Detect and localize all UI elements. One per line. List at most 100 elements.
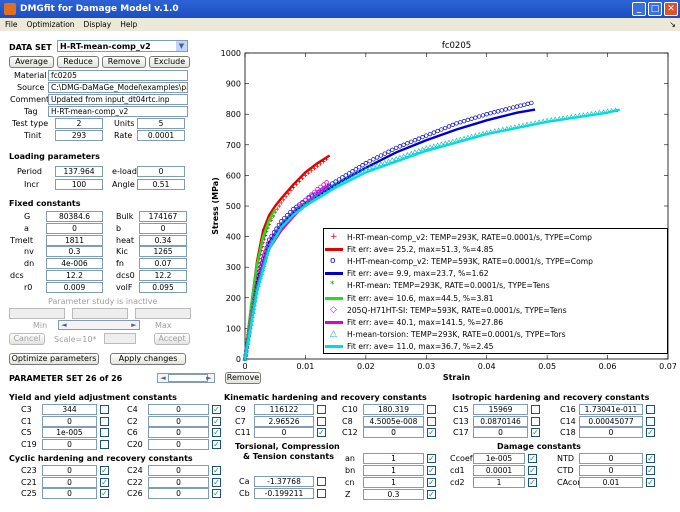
const-field[interactable]: 0 <box>148 488 209 499</box>
const-field[interactable]: 0 <box>148 427 209 438</box>
const-field[interactable]: 1 <box>473 477 525 488</box>
const-field[interactable]: 0 <box>42 465 97 476</box>
study-cancel-button[interactable]: Cancel <box>9 333 45 345</box>
const-field[interactable]: 0 <box>579 427 643 438</box>
const-checkbox[interactable]: ✓ <box>212 466 221 475</box>
rate-field[interactable]: 0.0001 <box>137 130 185 141</box>
tinit-field[interactable]: 293 <box>55 130 103 141</box>
fixed-field[interactable]: 1265 <box>139 246 187 257</box>
const-checkbox[interactable]: ✓ <box>100 466 109 475</box>
fixed-field[interactable]: 0.07 <box>139 258 187 269</box>
fixed-field[interactable]: 0.009 <box>46 282 103 293</box>
const-checkbox[interactable]: ✓ <box>100 478 109 487</box>
const-field[interactable]: 0.00045077 <box>579 416 643 427</box>
const-checkbox[interactable]: ✓ <box>427 478 436 487</box>
const-checkbox[interactable] <box>531 417 540 426</box>
const-field[interactable]: 1e-005 <box>42 427 97 438</box>
const-checkbox[interactable] <box>646 417 655 426</box>
fixed-field[interactable]: 80384.6 <box>46 211 103 222</box>
const-field[interactable]: 2.96526 <box>254 416 314 427</box>
fixed-field[interactable]: 0.34 <box>139 235 187 246</box>
const-field[interactable]: 0.0870146 <box>473 416 528 427</box>
const-field[interactable]: 1 <box>363 465 424 476</box>
period-field[interactable]: 137.964 <box>55 166 103 177</box>
paramset-slider[interactable]: ◄ ► <box>157 373 215 383</box>
const-checkbox[interactable]: ✓ <box>646 478 655 487</box>
remove-dataset-button[interactable]: Remove <box>102 56 146 68</box>
const-checkbox[interactable]: ✓ <box>427 454 436 463</box>
arrow-right-icon[interactable]: ► <box>131 321 137 329</box>
const-checkbox[interactable] <box>100 405 109 414</box>
const-field[interactable]: 0 <box>42 439 97 450</box>
paramset-slider-thumb[interactable] <box>168 374 208 382</box>
optimize-button[interactable]: Optimize parameters <box>9 353 99 365</box>
const-field[interactable]: 0.01 <box>579 477 643 488</box>
dataset-select[interactable]: H-RT-mean-comp_v2 ▼ <box>57 40 188 52</box>
minimize-icon[interactable]: _ <box>632 2 646 16</box>
const-field[interactable]: -1.37768 <box>254 476 314 487</box>
const-checkbox[interactable]: ✓ <box>212 428 221 437</box>
const-checkbox[interactable]: ✓ <box>317 428 326 437</box>
maximize-icon[interactable]: □ <box>648 2 662 16</box>
comment-field[interactable]: Updated from input_dt04rtc.inp <box>48 94 188 105</box>
const-field[interactable]: 0 <box>42 416 97 427</box>
const-field[interactable]: 1 <box>363 453 424 464</box>
const-checkbox[interactable] <box>317 489 326 498</box>
const-field[interactable]: 0 <box>148 465 209 476</box>
menu-help[interactable]: Help <box>120 20 138 29</box>
dock-arrow-icon[interactable]: ↘ <box>669 20 676 29</box>
const-field[interactable]: 1e-005 <box>473 453 525 464</box>
menu-optimization[interactable]: Optimization <box>26 20 75 29</box>
const-field[interactable]: 0 <box>42 488 97 499</box>
const-field[interactable]: 116122 <box>254 404 314 415</box>
const-field[interactable]: 0 <box>363 427 424 438</box>
const-field[interactable]: 0 <box>579 465 643 476</box>
const-checkbox[interactable]: ✓ <box>528 466 537 475</box>
const-checkbox[interactable]: ✓ <box>212 478 221 487</box>
const-checkbox[interactable] <box>427 417 436 426</box>
remove-paramset-button[interactable]: Remove <box>225 372 261 384</box>
fixed-field[interactable]: 0.095 <box>139 282 187 293</box>
const-field[interactable]: 1.73041e-011 <box>579 404 643 415</box>
exclude-button[interactable]: Exclude <box>149 56 190 68</box>
arrow-left-icon[interactable]: ◄ <box>160 374 166 382</box>
const-checkbox[interactable]: ✓ <box>100 489 109 498</box>
const-field[interactable]: 344 <box>42 404 97 415</box>
const-checkbox[interactable] <box>646 405 655 414</box>
const-field[interactable]: 180.319 <box>363 404 424 415</box>
eload-field[interactable]: 0 <box>137 166 185 177</box>
const-field[interactable]: 0 <box>148 416 209 427</box>
units-field[interactable]: 5 <box>137 118 185 129</box>
const-checkbox[interactable]: ✓ <box>528 478 537 487</box>
const-checkbox[interactable] <box>100 428 109 437</box>
reduce-button[interactable]: Reduce <box>57 56 99 68</box>
const-field[interactable]: 0 <box>148 477 209 488</box>
source-field[interactable]: C:\DMG-DaMaGe_Model\examples\pa <box>48 82 188 93</box>
fixed-field[interactable]: 12.2 <box>139 270 187 281</box>
const-checkbox[interactable]: ✓ <box>212 417 221 426</box>
const-field[interactable]: 0 <box>148 439 209 450</box>
fixed-field[interactable]: 1811 <box>46 235 103 246</box>
menu-file[interactable]: File <box>5 20 18 29</box>
const-checkbox[interactable]: ✓ <box>212 405 221 414</box>
fixed-field[interactable]: 12.2 <box>46 270 103 281</box>
const-checkbox[interactable] <box>100 440 109 449</box>
testtype-field[interactable]: 2 <box>55 118 103 129</box>
const-checkbox[interactable]: ✓ <box>212 489 221 498</box>
fixed-field[interactable]: 4e-006 <box>46 258 103 269</box>
menu-display[interactable]: Display <box>83 20 112 29</box>
const-field[interactable]: 0.0001 <box>473 465 525 476</box>
apply-changes-button[interactable]: Apply changes <box>110 353 186 365</box>
const-checkbox[interactable]: ✓ <box>427 490 436 499</box>
const-field[interactable]: 4.5005e-008 <box>363 416 424 427</box>
arrow-right-icon[interactable]: ► <box>206 374 212 382</box>
const-field[interactable]: 0 <box>42 477 97 488</box>
const-field[interactable]: -0.199211 <box>254 488 314 499</box>
close-icon[interactable]: ✕ <box>664 2 678 16</box>
const-field[interactable]: 1 <box>363 477 424 488</box>
const-checkbox[interactable]: ✓ <box>531 428 540 437</box>
fixed-field[interactable]: 0.3 <box>46 246 103 257</box>
chevron-down-icon[interactable]: ▼ <box>176 41 187 51</box>
const-checkbox[interactable]: ✓ <box>427 428 436 437</box>
const-field[interactable]: 0 <box>579 453 643 464</box>
